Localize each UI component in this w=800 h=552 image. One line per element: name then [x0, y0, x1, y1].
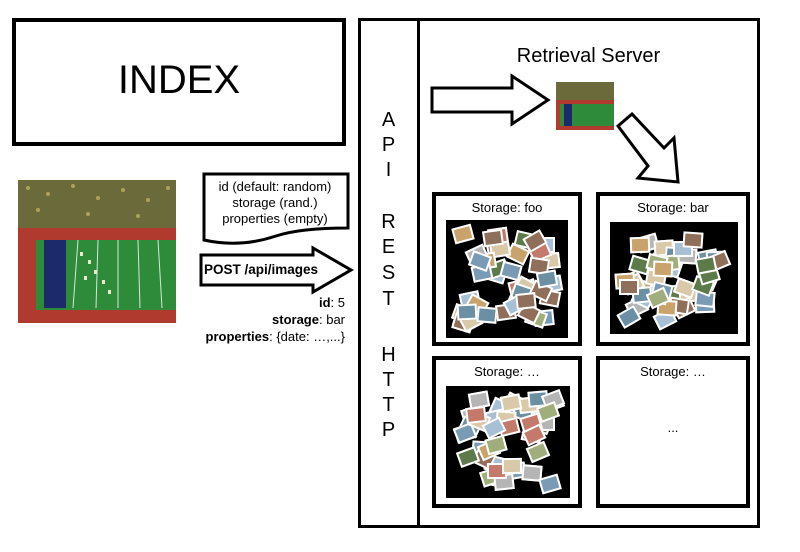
storage-bar-box: Storage: bar	[596, 192, 750, 346]
http-letter: H	[381, 344, 397, 366]
http-letter: T	[382, 394, 396, 416]
retrieval-server-title: Retrieval Server	[516, 45, 661, 67]
collage-photo	[682, 231, 704, 249]
storage-fourth-label: Storage: …	[640, 364, 706, 379]
meta-id: id: 5	[318, 295, 345, 310]
default-id-text: id (default: random)	[218, 179, 332, 194]
image-collage	[446, 220, 568, 338]
incoming-image-thumbnail	[556, 82, 614, 130]
meta-properties: properties: {date: …,...}	[205, 329, 345, 344]
api-letter: A	[381, 109, 397, 131]
collage-photo	[619, 279, 639, 295]
defaults-callout-shape	[202, 172, 350, 245]
stadium-photo	[18, 180, 176, 323]
post-endpoint-label: POST /api/images	[204, 262, 319, 277]
collage-photo	[629, 236, 651, 254]
storage-placeholder-text: ...	[667, 420, 679, 435]
default-storage-text: storage (rand.)	[232, 195, 318, 210]
image-collage	[610, 222, 738, 334]
storage-third-box: Storage: …	[432, 356, 582, 508]
index-box: INDEX	[12, 18, 346, 146]
storage-third-label: Storage: …	[474, 364, 540, 379]
rest-letter: E	[381, 236, 397, 258]
storage-fourth-box: Storage: … ...	[596, 356, 750, 508]
meta-storage: storage: bar	[272, 312, 345, 327]
post-arrow	[199, 245, 354, 295]
image-collage	[446, 386, 570, 498]
collage-photo	[538, 473, 562, 495]
storage-foo-box: Storage: foo	[432, 192, 582, 346]
api-rest-http-panel: A P I R E S T H T T P	[358, 18, 420, 528]
collage-photo	[456, 303, 478, 321]
storage-bar-label: Storage: bar	[637, 200, 709, 215]
incoming-arrow	[430, 73, 551, 127]
api-letter: I	[385, 159, 393, 181]
collage-photo	[652, 260, 674, 278]
default-properties-text: properties (empty)	[222, 211, 328, 226]
rest-letter: S	[381, 262, 397, 284]
storage-foo-label: Storage: foo	[471, 200, 543, 215]
route-to-storage-arrow	[615, 112, 680, 184]
collage-photo	[481, 228, 505, 248]
collage-photo	[465, 405, 487, 425]
collage-photo	[535, 269, 559, 289]
collage-photo	[451, 223, 475, 245]
api-letter: P	[381, 134, 397, 156]
http-letter: P	[381, 419, 397, 441]
index-title: INDEX	[117, 58, 241, 102]
defaults-callout: id (default: random) storage (rand.) pro…	[203, 174, 347, 246]
rest-letter: T	[382, 288, 396, 310]
rest-letter: R	[381, 211, 397, 233]
collage-photo	[515, 291, 537, 311]
http-letter: T	[382, 369, 396, 391]
collage-photo	[501, 457, 523, 475]
